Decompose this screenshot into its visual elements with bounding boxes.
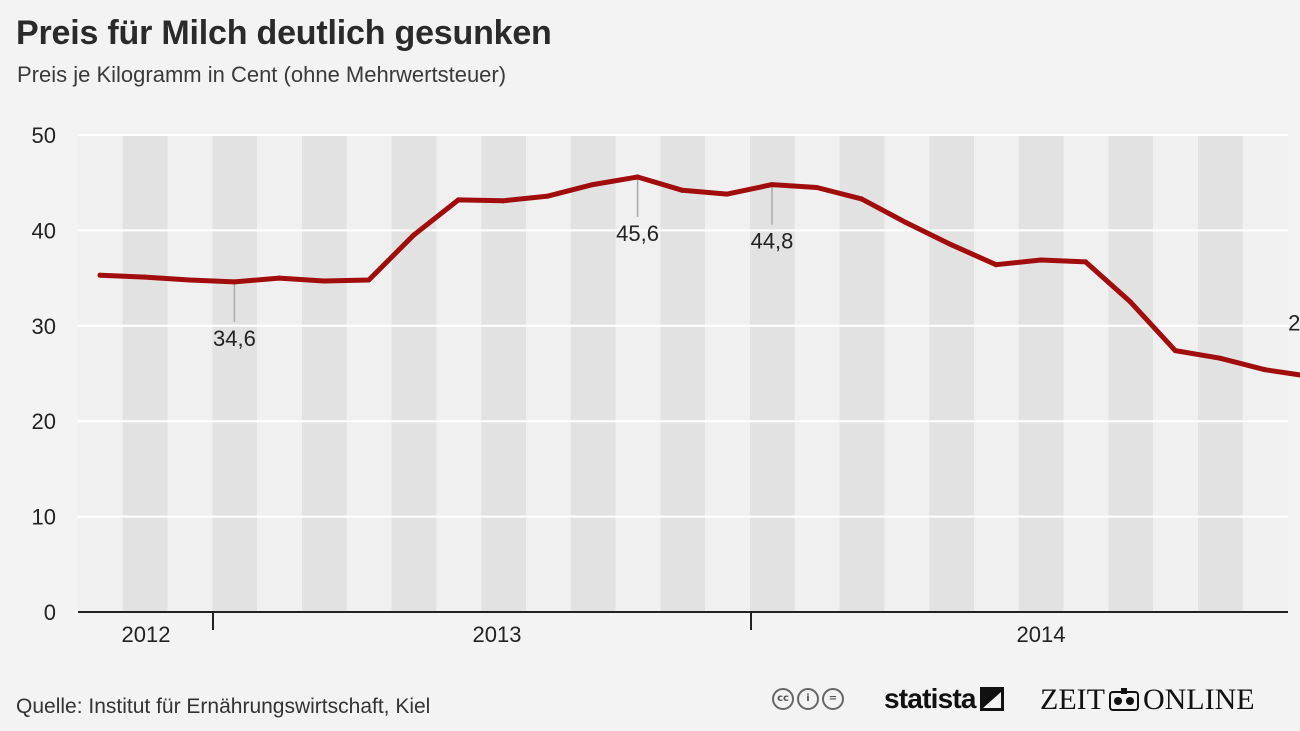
background-band <box>929 135 974 612</box>
background-band <box>1153 135 1198 612</box>
data-point <box>903 220 909 226</box>
y-tick-label: 40 <box>32 218 56 243</box>
background-band <box>346 135 392 612</box>
data-point <box>411 232 417 238</box>
background-band <box>526 135 571 612</box>
by-icon: i <box>797 688 819 710</box>
license-icons: cc i = <box>772 688 844 710</box>
annotation-label: 45,6 <box>616 221 659 246</box>
statista-wordmark: statista <box>884 683 976 714</box>
zeit-wordmark: ZEIT <box>1040 683 1105 716</box>
online-wordmark: ONLINE <box>1142 683 1255 716</box>
cc-icon: cc <box>772 688 794 710</box>
background-band <box>436 135 482 612</box>
data-point <box>1083 259 1089 265</box>
data-point <box>635 174 641 180</box>
background-band <box>974 135 1019 612</box>
y-tick-label: 50 <box>32 123 56 148</box>
data-point <box>859 196 865 202</box>
chart-title: Preis für Milch deutlich gesunken <box>16 14 552 52</box>
background-band <box>1108 135 1154 612</box>
background-band <box>167 135 213 612</box>
background-band <box>122 135 168 612</box>
data-point <box>500 198 506 204</box>
background-band <box>1063 135 1109 612</box>
chart-subtitle: Preis je Kilogramm in Cent (ohne Mehrwer… <box>17 62 507 87</box>
data-point <box>231 279 237 285</box>
data-point <box>545 193 551 199</box>
background-band <box>570 135 616 612</box>
data-point <box>993 262 999 268</box>
data-point <box>814 184 820 190</box>
data-point <box>97 272 103 278</box>
annotation-label: 34,6 <box>213 326 256 351</box>
source-note: Quelle: Institut für Ernährungswirtschaf… <box>16 695 431 718</box>
background-band <box>78 135 123 612</box>
milk-price-line-chart: 0 10 20 30 40 50 2012 2013 2014 34,6 45,6 44,8 24,… <box>32 123 1300 647</box>
x-group-label: 2013 <box>473 622 522 647</box>
data-point <box>948 242 954 248</box>
data-point <box>276 275 282 281</box>
background-band <box>884 135 930 612</box>
zeit-online-logo: ZEIT ONLINE <box>1040 683 1255 717</box>
background-band <box>660 135 706 612</box>
background-band <box>794 135 840 612</box>
annotation-label: 24,7 <box>1288 310 1300 335</box>
data-point <box>142 274 148 280</box>
data-point <box>1038 257 1044 263</box>
background-band <box>481 135 526 612</box>
background-band <box>839 135 885 612</box>
data-point <box>679 187 685 193</box>
background-band <box>391 135 437 612</box>
data-point <box>769 182 775 188</box>
background-band <box>302 135 347 612</box>
annotation-label: 44,8 <box>751 229 794 254</box>
series-line <box>97 174 1300 378</box>
data-point <box>1172 348 1178 354</box>
statista-logo: statista <box>884 683 1004 715</box>
background-band <box>1198 135 1243 612</box>
x-group-label: 2014 <box>1017 622 1066 647</box>
data-point <box>1127 299 1133 305</box>
data-point <box>724 191 730 197</box>
x-group-label: 2012 <box>122 622 171 647</box>
data-point <box>1217 355 1223 361</box>
background-band <box>212 135 258 612</box>
data-point <box>1262 367 1268 373</box>
data-point <box>590 182 596 188</box>
background-band <box>257 135 302 612</box>
data-point <box>187 277 193 283</box>
data-point <box>455 197 461 203</box>
data-point <box>321 278 327 284</box>
background-band <box>705 135 750 612</box>
y-tick-label: 30 <box>32 314 56 339</box>
y-tick-label: 10 <box>32 505 56 530</box>
background-band <box>1018 135 1064 612</box>
zeit-emblem-icon <box>1108 688 1139 711</box>
y-tick-label: 0 <box>44 600 56 625</box>
y-tick-label: 20 <box>32 409 56 434</box>
statista-mark-icon <box>979 687 1004 711</box>
data-point <box>366 277 372 283</box>
nd-icon: = <box>822 688 844 710</box>
